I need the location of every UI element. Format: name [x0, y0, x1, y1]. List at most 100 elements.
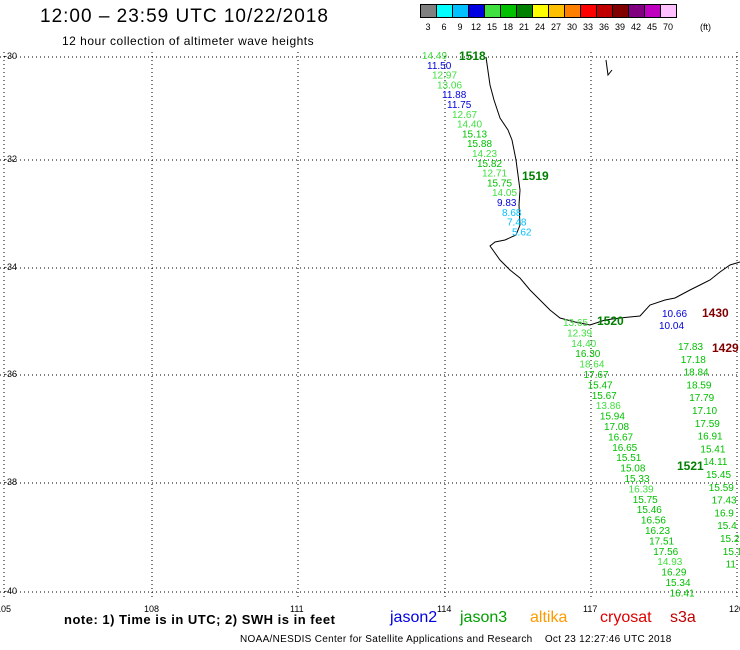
wave-height-value: 16.23: [645, 526, 670, 537]
legend-swatch: [452, 4, 469, 18]
wave-height-value: 16.30: [575, 349, 600, 360]
longitude-label: 120: [729, 604, 740, 614]
pass-number: 1429: [712, 341, 739, 355]
legend-swatch: [420, 4, 437, 18]
legend-label: 18: [502, 22, 513, 32]
wave-height-value: 15.51: [616, 453, 641, 464]
wave-height-value: 13.65: [563, 318, 588, 329]
wave-height-value: 10.66: [662, 309, 687, 320]
wave-height-value: 18.59: [686, 380, 711, 391]
longitude-label: 114: [437, 604, 452, 614]
wave-height-value: 17.51: [649, 536, 674, 547]
legend-label: 36: [598, 22, 609, 32]
wave-height-value: 17.10: [692, 406, 717, 417]
wave-height-value: 15.82: [477, 159, 502, 170]
wave-height-value: 11.75: [447, 100, 472, 111]
wave-height-value: 17.56: [653, 547, 678, 558]
pass-number: 1518: [459, 49, 486, 63]
latitude-label: -40: [4, 586, 18, 596]
satellite-name: altika: [530, 609, 568, 626]
longitude-label: 111: [290, 604, 304, 614]
legend-label: 24: [534, 22, 545, 32]
legend-swatch: [484, 4, 501, 18]
legend-swatch: [580, 4, 597, 18]
wave-height-value: 13.86: [596, 401, 621, 412]
legend-label: 30: [566, 22, 577, 32]
longitude-label: 108: [144, 604, 160, 614]
wave-height-value: 15.75: [633, 495, 658, 506]
legend-label: 33: [582, 22, 593, 32]
wave-height-value: 11.50: [427, 61, 452, 72]
legend-swatch: [612, 4, 629, 18]
wave-height-value: 15.59: [709, 483, 734, 494]
wave-height-value: 14.11: [703, 457, 728, 468]
legend-swatch: [628, 4, 645, 18]
legend-swatches: [420, 4, 677, 18]
wave-height-value: 14.05: [492, 188, 517, 199]
satellite-name: s3a: [670, 609, 696, 626]
wave-height-value: 15.45: [706, 470, 731, 481]
legend-label: 39: [614, 22, 625, 32]
legend-label: 70: [662, 22, 673, 32]
legend-swatch: [644, 4, 661, 18]
legend-swatch: [436, 4, 453, 18]
wave-height-value: 16.9: [714, 508, 734, 519]
wave-height-value: 7.48: [507, 218, 527, 229]
legend-swatch: [660, 4, 677, 18]
wave-height-value: 17.08: [604, 422, 629, 433]
wave-height-value: 15.47: [588, 380, 613, 391]
wave-height-value: 9.83: [497, 198, 517, 209]
wave-height-value: 17.43: [712, 496, 737, 507]
wave-height-value: 16.65: [612, 443, 637, 454]
wave-height-value: 8.68: [502, 208, 522, 219]
legend-label: 42: [630, 22, 641, 32]
note-text: note: 1) Time is in UTC; 2) SWH is in fe…: [64, 612, 336, 627]
wave-height-value: 18.64: [579, 360, 604, 371]
wave-height-value: 11.88: [442, 90, 467, 101]
wave-height-value: 14.49: [422, 51, 447, 62]
legend-swatch: [532, 4, 549, 18]
wave-height-value: 12.39: [567, 328, 592, 339]
legend-label: 6: [441, 22, 447, 32]
wave-height-value: 15.88: [467, 139, 492, 150]
longitude-label: 117: [583, 604, 598, 614]
satellite-name: jason3: [460, 609, 508, 626]
latitude-label: -36: [4, 369, 18, 379]
wave-height-value: 17.83: [678, 342, 703, 353]
wave-height-value: 14.23: [472, 149, 497, 160]
legend-swatch: [468, 4, 485, 18]
legend-unit: (ft): [700, 22, 711, 32]
wave-height-value: 17.79: [689, 393, 714, 404]
wave-height-value: 12.67: [452, 110, 477, 121]
wave-height-value: 15.1: [723, 547, 740, 558]
latitude-label: -38: [4, 477, 18, 487]
pass-number: 1519: [522, 169, 549, 183]
page-title: 12:00 – 23:59 UTC 10/22/2018: [40, 6, 329, 27]
legend-label: 3: [425, 22, 431, 32]
legend-label: 27: [550, 22, 561, 32]
wave-height-value: 12.71: [482, 169, 507, 180]
wave-height-value: 5.62: [512, 227, 532, 238]
pass-number: 1520: [597, 314, 624, 328]
wave-height-value: 16.91: [698, 432, 723, 443]
legend-swatch: [596, 4, 613, 18]
wave-height-value: 16.67: [608, 432, 633, 443]
wave-height-value: 15.33: [625, 474, 650, 485]
wave-height-value: 16.39: [629, 484, 654, 495]
wave-height-value: 18.84: [684, 368, 709, 379]
wave-height-value: 17.59: [695, 419, 720, 430]
legend-label: 12: [470, 22, 481, 32]
wave-height-value: 15.4: [717, 521, 737, 532]
wave-height-value: 15.46: [637, 505, 662, 516]
wave-height-value: 14.40: [457, 120, 482, 131]
satellite-name: jason2: [390, 609, 438, 626]
latitude-label: -32: [4, 154, 18, 164]
wave-height-value: 10.04: [659, 321, 684, 332]
wave-height-value: 15.08: [620, 464, 645, 475]
pass-labels: 1518 1519 1520 1521 1430 1429: [459, 49, 739, 473]
wave-height-value: 15.34: [666, 578, 691, 589]
legend-label: 21: [518, 22, 529, 32]
wave-height-value: 11: [726, 560, 737, 571]
legend-label: 15: [486, 22, 497, 32]
legend-swatch: [564, 4, 581, 18]
